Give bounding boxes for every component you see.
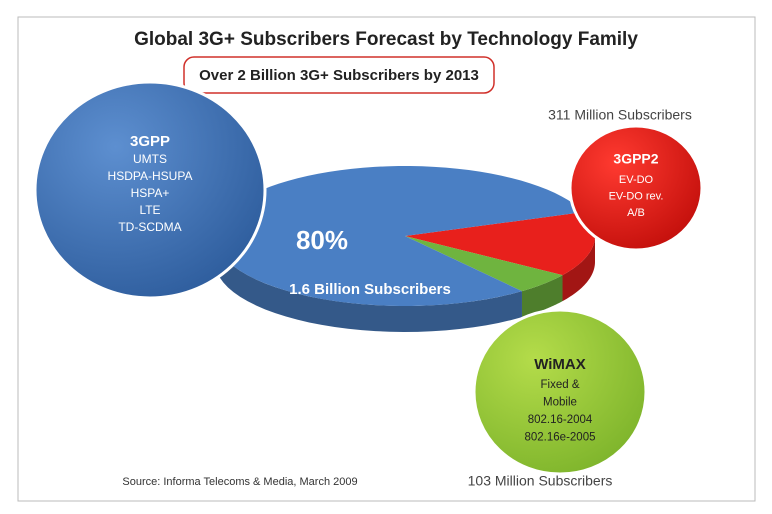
subtitle-box [183,56,495,94]
bubble [568,124,704,252]
chart-title: Global 3G+ Subscribers Forecast by Techn… [134,29,638,50]
subscriber-label: 103 Million Subscribers [468,473,613,489]
technology: LTE [139,203,160,217]
pie-side [562,236,595,302]
bubble-title: 3GPP [130,133,170,150]
labels: 80% 1.6 Billion Subscribers 311 Million Su… [33,80,704,489]
bubble-title: WiMAX [534,356,586,373]
bubble [472,308,648,476]
technology: EV-DO rev. [609,190,664,202]
pie-slice [405,236,563,292]
source: Source: Informa Telecoms & Media, March … [122,476,357,488]
pie-slice [215,166,584,306]
pie-side [521,275,563,318]
bubble [33,80,267,300]
subtitle: Over 2 Billion 3G+ Subscribers by 2013 [199,67,479,84]
technology: A/B [627,207,645,219]
pie-slice [405,212,595,276]
value-label: 80% [296,225,348,255]
technology: TD-SCDMA [118,220,181,234]
subscriber-label: 1.6 Billion Subscribers [289,281,451,298]
technology: EV-DO [619,174,654,186]
bubble-title: 3GPP2 [613,151,658,167]
pie [215,166,595,332]
technology: UMTS [133,152,167,166]
technology: 802.16e-2005 [525,432,596,444]
pie-side [215,236,522,332]
technology: HSDPA-HSUPA [108,169,193,183]
technology: Mobile [543,397,577,409]
technology: 802.16-2004 [528,414,593,426]
technology: HSPA+ [131,186,170,200]
subscriber-label: 311 Million Subscribers [548,107,692,123]
technology: Fixed & [541,379,580,391]
